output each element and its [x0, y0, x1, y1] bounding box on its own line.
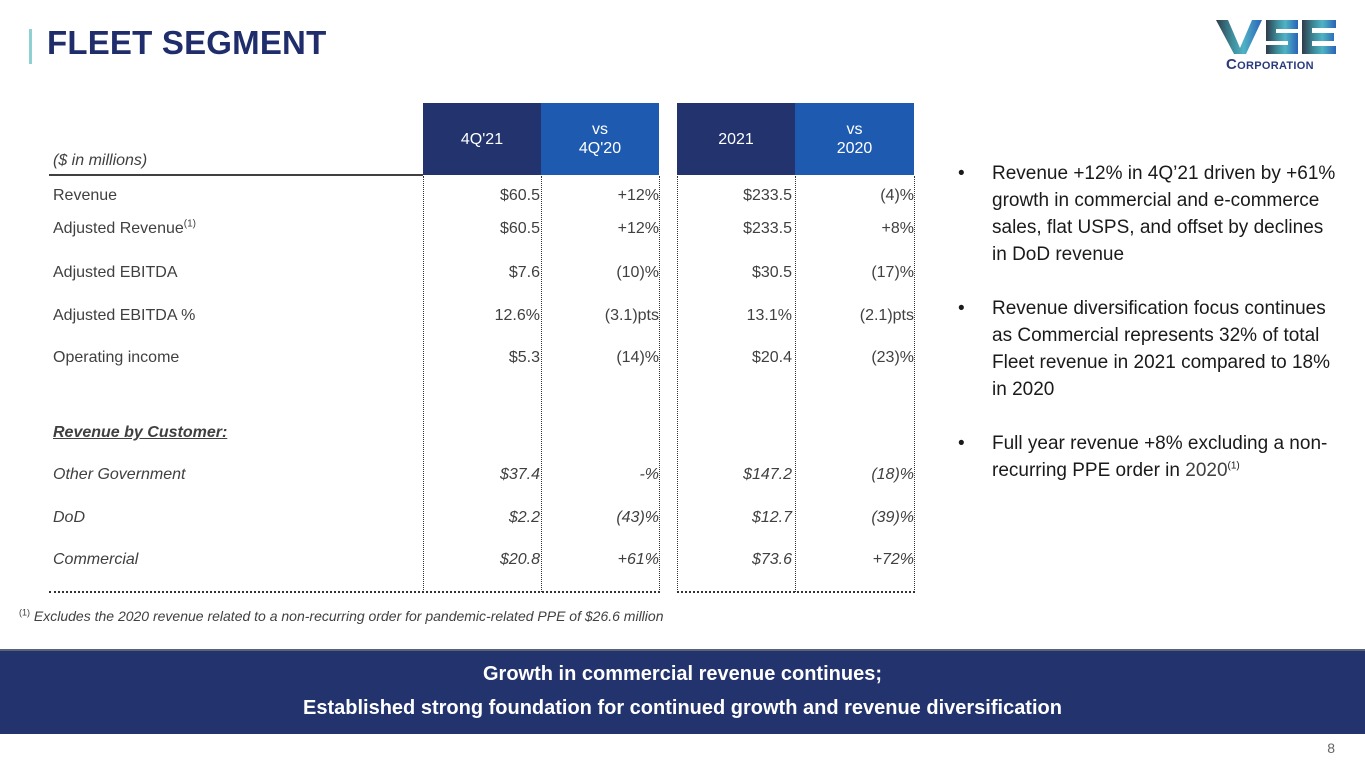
cell-vs-2020: (17)% [871, 264, 914, 281]
cell-vs-2020: (18)% [871, 466, 914, 483]
column-divider [914, 176, 915, 592]
table-row-other-government: Other Government $37.4 -% $147.2 (18)% [0, 466, 920, 488]
cell-2021: $233.5 [743, 220, 792, 237]
cell-2021: $233.5 [743, 187, 792, 204]
bullet-text: Revenue +12% in 4Q’21 driven by +61% gro… [992, 163, 1336, 265]
cell-4q21: $60.5 [499, 220, 540, 237]
cell-vs-2020: (39)% [871, 509, 914, 526]
cell-4q21: $2.2 [508, 509, 540, 526]
cell-4q21: $37.4 [499, 466, 540, 483]
col-header-label: 4Q'21 [460, 130, 504, 148]
cell-4q21: $5.3 [508, 349, 540, 366]
cell-vs-4q20: -% [639, 466, 659, 483]
cell-2021: $147.2 [743, 466, 792, 483]
cell-2021: $73.6 [751, 551, 792, 568]
col-header-vs-4q20: vs 4Q'20 [541, 103, 659, 175]
row-label: Adjusted Revenue(1) [53, 218, 196, 237]
column-divider [423, 176, 424, 592]
cell-2021: $20.4 [751, 349, 792, 366]
cell-4q21: $7.6 [508, 264, 540, 281]
column-divider [541, 176, 542, 592]
row-label: Adjusted EBITDA % [53, 307, 196, 324]
table-bottom-border [677, 591, 915, 593]
bullet-text-year: 2020 [1185, 460, 1228, 481]
column-divider [659, 176, 660, 592]
col-header-label: 4Q'20 [578, 140, 622, 157]
col-header-label: vs [591, 121, 608, 138]
column-divider [795, 176, 796, 592]
table-row-adjusted-ebitda-pct: Adjusted EBITDA % 12.6% (3.1)pts 13.1% (… [0, 307, 920, 329]
table-row-commercial: Commercial $20.8 +61% $73.6 +72% [0, 551, 920, 573]
cell-vs-4q20: (10)% [616, 264, 659, 281]
banner-line-1: Growth in commercial revenue continues; [483, 663, 882, 685]
bullet-icon: • [958, 163, 965, 184]
cell-vs-2020: +72% [872, 551, 914, 568]
units-label: ($ in millions) [53, 152, 148, 169]
row-label: Revenue [53, 187, 118, 204]
cell-vs-2020: (2.1)pts [859, 307, 914, 324]
cell-vs-2020: +8% [881, 220, 914, 237]
bullet-text: Full year revenue +8% excluding a non-re… [992, 433, 1328, 481]
col-header-vs-2020: vs 2020 [795, 103, 914, 175]
col-header-2021: 2021 [677, 103, 795, 175]
banner-line-2: Established strong foundation for contin… [303, 697, 1062, 719]
footnote-ref: (1) [1227, 460, 1240, 472]
col-header-4q21: 4Q'21 [423, 103, 541, 175]
bullet-item: • Full year revenue +8% excluding a non-… [958, 430, 1338, 484]
cell-vs-4q20: (14)% [616, 349, 659, 366]
vse-logo: Corporation [1216, 18, 1338, 78]
cell-vs-4q20: (3.1)pts [604, 307, 659, 324]
row-label: Other Government [53, 466, 186, 483]
cell-vs-4q20: +12% [617, 220, 659, 237]
row-label: Commercial [53, 551, 139, 568]
section-header-revenue-by-customer: Revenue by Customer: [53, 424, 228, 441]
cell-2021: $30.5 [751, 264, 792, 281]
page-number: 8 [1327, 740, 1335, 756]
table-row-adjusted-ebitda: Adjusted EBITDA $7.6 (10)% $30.5 (17)% [0, 264, 920, 286]
bullet-item: • Revenue +12% in 4Q’21 driven by +61% g… [958, 160, 1338, 268]
row-label: DoD [53, 509, 86, 526]
footnote: (1) Excludes the 2020 revenue related to… [19, 608, 663, 624]
cell-vs-2020: (23)% [871, 349, 914, 366]
bullet-icon: • [958, 433, 965, 454]
row-label: Adjusted EBITDA [53, 264, 178, 281]
bullet-text: Revenue diversification focus continues … [992, 298, 1330, 400]
footnote-text: Excludes the 2020 revenue related to a n… [33, 608, 664, 624]
vse-logo-mark-icon [1216, 20, 1336, 54]
cell-4q21: $60.5 [499, 187, 540, 204]
col-header-label: 2020 [836, 140, 873, 157]
cell-vs-4q20: +61% [617, 551, 659, 568]
key-points-list: • Revenue +12% in 4Q’21 driven by +61% g… [958, 160, 1338, 511]
footnote-marker: (1) [19, 607, 30, 618]
cell-2021: 13.1% [746, 307, 792, 324]
logo-subtitle: Corporation [1226, 56, 1314, 73]
table-row-adjusted-revenue: Adjusted Revenue(1) $60.5 +12% $233.5 +8… [0, 218, 920, 242]
row-label: Operating income [53, 349, 180, 366]
cell-vs-2020: (4)% [880, 187, 914, 204]
header-rule [49, 174, 423, 176]
cell-vs-4q20: +12% [617, 187, 659, 204]
bullet-icon: • [958, 298, 965, 319]
cell-4q21: 12.6% [494, 307, 540, 324]
bullet-item: • Revenue diversification focus continue… [958, 295, 1338, 403]
page-title: FLEET SEGMENT [47, 24, 327, 61]
takeaway-banner: Growth in commercial revenue continues; … [0, 649, 1365, 734]
cell-4q21: $20.8 [499, 551, 540, 568]
table-row-revenue: Revenue $60.5 +12% $233.5 (4)% [0, 187, 920, 209]
table-row-dod: DoD $2.2 (43)% $12.7 (39)% [0, 509, 920, 531]
title-accent-bar [29, 29, 32, 64]
cell-2021: $12.7 [751, 509, 792, 526]
table-bottom-border [49, 591, 660, 593]
col-header-label: 2021 [718, 130, 754, 148]
table-row-operating-income: Operating income $5.3 (14)% $20.4 (23)% [0, 349, 920, 371]
column-divider [677, 176, 678, 592]
col-header-label: vs [846, 121, 863, 138]
cell-vs-4q20: (43)% [616, 509, 659, 526]
